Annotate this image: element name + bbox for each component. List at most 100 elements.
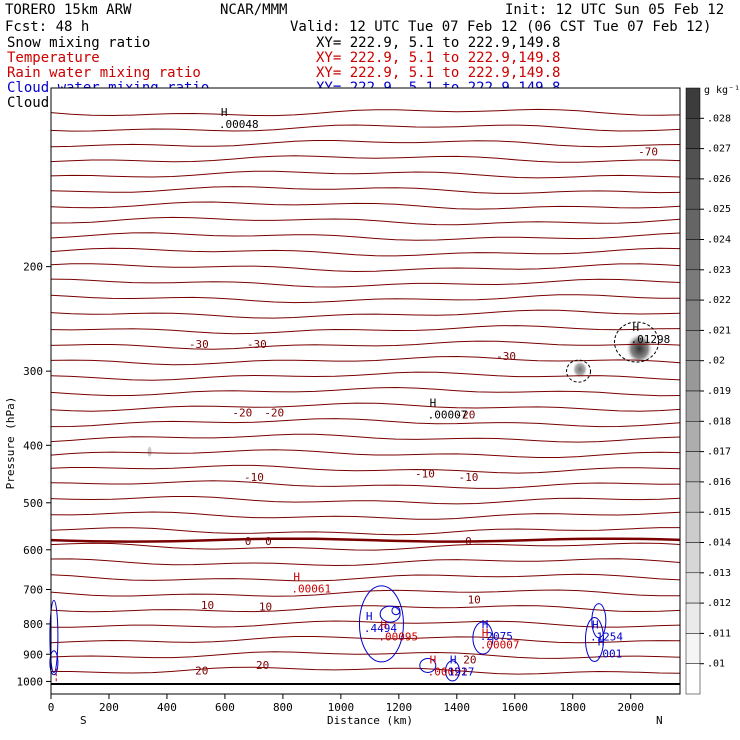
x-tick-label: 1000 <box>328 701 355 714</box>
y-tick-label: 700 <box>23 584 43 597</box>
isotherm <box>50 433 681 443</box>
temperature-label: 0 <box>465 535 472 548</box>
isotherm <box>50 449 681 458</box>
temperature-label: -30 <box>189 338 209 351</box>
zero-isotherm <box>50 537 681 543</box>
x-tick-label: 600 <box>215 701 235 714</box>
x-axis: 0 200 400 600 800 1000 1200 1400 1600 1800 2000 <box>48 694 644 714</box>
isotherm <box>50 325 681 335</box>
maximum-marker: H <box>633 321 640 334</box>
temperature-label: 10 <box>201 599 214 612</box>
isotherm-lines <box>50 108 681 675</box>
temperature-label: -10 <box>244 471 264 484</box>
colorbar-cell <box>685 511 701 543</box>
x-tick-label: 2000 <box>617 701 644 714</box>
cloud-water-contour <box>419 657 437 673</box>
temperature-label: -20 <box>232 406 252 419</box>
legend-field-xy: XY= 222.9, 5.1 to 222.9,149.8 <box>316 35 560 51</box>
isotherm <box>50 496 681 505</box>
center-label: NCAR/MMM <box>220 2 287 18</box>
valid-time: Valid: 12 UTC Tue 07 Feb 12 (06 CST Tue … <box>290 19 711 35</box>
isotherm <box>50 511 681 520</box>
colorbar-cell <box>685 148 701 180</box>
maxima-labels: H.00048H.01298H.00007H.00061H.4494H.0009… <box>219 106 670 679</box>
colorbar-cell <box>685 299 701 331</box>
colorbar-label: .015 <box>707 507 731 518</box>
colorbar-cell <box>685 87 701 119</box>
x-tick-label: 0 <box>48 701 55 714</box>
maximum-marker: H <box>482 627 489 640</box>
colorbar-cell <box>685 178 701 210</box>
isotherm <box>50 140 681 148</box>
temperature-label: -10 <box>415 467 435 480</box>
isotherm <box>50 620 681 628</box>
cloud-water-contour <box>472 621 494 655</box>
maximum-value: .1254 <box>590 630 623 643</box>
isotherm <box>50 294 680 304</box>
isotherm <box>50 309 681 319</box>
legend-field-name: Rain water mixing ratio <box>7 65 201 81</box>
maximum-marker: H <box>366 610 373 623</box>
colorbar-label: .012 <box>707 598 731 609</box>
legend-field-name: Temperature <box>7 50 100 66</box>
colorbar-label: .01 <box>707 659 725 670</box>
colorbar: .028 .027 .026 .025 .024 .023 .022 .021 .02 .019.… <box>685 85 740 695</box>
legend-field-xy: XY= 222.9, 5.1 to 222.9,149.8 <box>316 50 560 66</box>
colorbar-cell <box>685 118 701 149</box>
x-axis-title: Distance (km) <box>327 714 413 727</box>
colorbar-cell <box>685 572 701 604</box>
south-label: S <box>80 714 87 727</box>
maximum-marker: H <box>450 654 457 667</box>
x-tick-label: 1400 <box>444 701 471 714</box>
isotherm <box>51 666 681 675</box>
isotherm <box>50 232 681 241</box>
isotherm <box>50 527 680 536</box>
maximum-marker: H <box>598 635 605 648</box>
cloud-ice-contour <box>566 359 592 383</box>
isotherm <box>50 651 681 659</box>
colorbar-label: .021 <box>707 325 731 336</box>
legend-field-xy: XY= 222.9, 5.1 to 222.9,149.8 <box>316 65 560 81</box>
x-tick-label: 1200 <box>386 701 413 714</box>
colorbar-cell <box>685 208 701 240</box>
y-tick-label: 1000 <box>17 675 44 688</box>
x-tick-label: 400 <box>157 701 177 714</box>
x-tick-label: 200 <box>99 701 119 714</box>
snow-trace <box>147 446 152 457</box>
temperature-label: -30 <box>247 338 267 351</box>
y-tick-label: 200 <box>23 261 43 274</box>
colorbar-cell <box>685 269 701 301</box>
isotherm <box>50 263 681 273</box>
plot-frame <box>50 87 681 695</box>
isotherm <box>50 201 681 210</box>
y-tick-label: 300 <box>23 365 43 378</box>
maximum-value: .01298 <box>631 333 671 346</box>
x-tick-label: 1800 <box>560 701 587 714</box>
maximum-value: 1927 <box>448 666 475 679</box>
colorbar-label: .013 <box>707 568 731 579</box>
colorbar-label: .022 <box>707 295 731 306</box>
snow-small-blob <box>571 360 588 379</box>
temperature-label: 10 <box>259 600 272 613</box>
y-axis: 200 300 400 500 600 700 800 900 1000 <box>17 261 51 688</box>
cloud-ice-contour <box>614 321 660 363</box>
maximum-value: .2075 <box>480 630 513 643</box>
colorbar-cell <box>685 602 701 634</box>
maximum-value: .00007 <box>480 639 520 652</box>
cloud-water-contour <box>49 599 59 673</box>
maximum-marker: H <box>293 570 300 583</box>
temperature-labels: -70-30 -30-30-20 -20 -20-10 -10 -100 0 010 10102… <box>189 146 658 678</box>
colorbar-label: .024 <box>707 235 731 246</box>
forecast-hour: Fcst: 48 h <box>5 19 89 35</box>
y-axis-title: Pressure (hPa) <box>4 397 17 490</box>
north-label: N <box>656 714 663 727</box>
isotherm <box>50 480 681 489</box>
legend-field-name: Snow mixing ratio <box>7 35 150 51</box>
colorbar-unit: g kg⁻¹ <box>704 85 740 96</box>
maximum-marker: H <box>592 618 599 631</box>
isotherm <box>50 278 681 288</box>
isotherm <box>50 247 681 257</box>
y-tick-label: 400 <box>23 439 43 452</box>
colorbar-label: .011 <box>707 628 731 639</box>
